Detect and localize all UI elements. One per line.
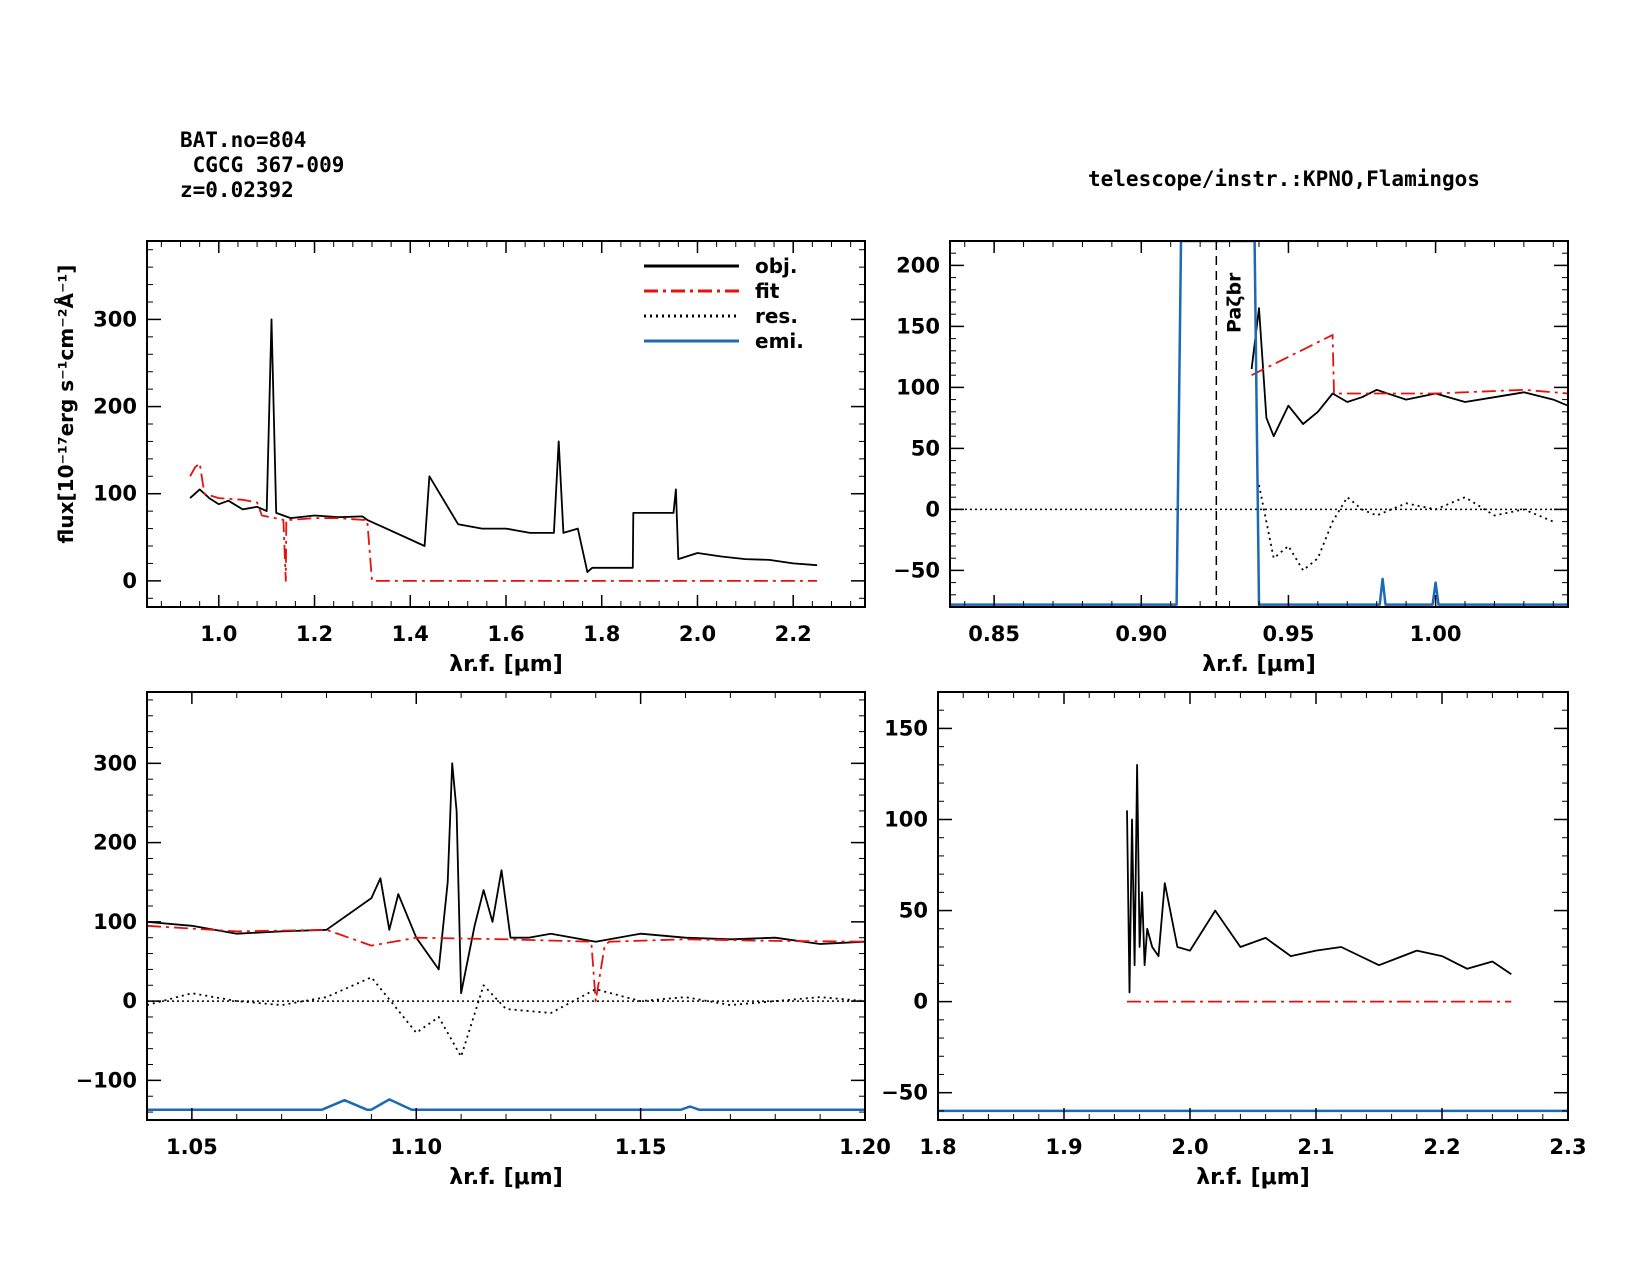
legend-label-emi: emi.: [755, 329, 804, 353]
x-axis-label: λr.f. [μm]: [1202, 652, 1316, 677]
x-tick-label: 1.8: [583, 622, 620, 646]
series-emi-line: [147, 1098, 865, 1111]
x-tick-label: 2.0: [1171, 1135, 1208, 1159]
x-axis-label: λr.f. [μm]: [449, 652, 563, 677]
x-tick-label: 2.2: [1423, 1135, 1460, 1159]
panel-full: 1.0 1.2 1.4 1.6 1.8 2.0 2.2 0 100 200 300 λr.f. [μm…: [54, 240, 866, 677]
y-tick-label: 50: [899, 899, 928, 923]
x-tick-label: 0.90: [1115, 622, 1167, 646]
x-tick-label: 1.9: [1045, 1135, 1082, 1159]
y-tick-label: 300: [93, 307, 137, 331]
y-tick-label: 0: [913, 990, 928, 1014]
y-tick-label: 100: [93, 482, 137, 506]
x-axis-label: λr.f. [μm]: [449, 1165, 563, 1190]
series-obj-line: [1126, 764, 1512, 994]
legend-label-fit: fit: [755, 279, 780, 303]
panel-pa-zeta: Paζbr 0.85 0.90 0.95 1.00 −50 0 50 100 150 200 λr.f…: [893, 240, 1569, 677]
y-tick-label: 100: [884, 807, 928, 831]
x-tick-label: 1.10: [390, 1135, 442, 1159]
y-tick-label: −50: [893, 558, 940, 582]
legend-label-obj: obj.: [755, 254, 798, 278]
x-tick-label: 1.8: [919, 1135, 956, 1159]
series-obj-line: [189, 318, 818, 573]
series-res-line: [1258, 484, 1554, 572]
x-tick-label: 2.3: [1549, 1135, 1586, 1159]
y-tick-label: 200: [896, 253, 940, 277]
y-tick-label: 200: [93, 395, 137, 419]
panel-zoom-1.1: 1.05 1.10 1.15 1.20 −100 0 100 200 300 λr.f. [μm]: [76, 691, 891, 1190]
series-fit-line: [1251, 333, 1568, 395]
bat-number: BAT.no=804: [180, 128, 307, 152]
x-tick-label: 1.00: [1410, 622, 1462, 646]
galaxy-name: CGCG 367-009: [180, 153, 345, 177]
series-emi-line: [950, 241, 1568, 606]
line-marker-label: Paζbr: [1223, 272, 1245, 333]
series-fit-line: [189, 462, 818, 582]
x-tick-label: 1.20: [839, 1135, 891, 1159]
panel-k-band: 1.8 1.9 2.0 2.1 2.2 2.3 −50 0 50 100 150 λr.f. [μm]: [881, 691, 1587, 1190]
y-tick-label: 200: [93, 831, 137, 855]
y-tick-label: 150: [884, 716, 928, 740]
series-obj-line: [147, 762, 865, 995]
x-tick-label: 1.2: [296, 622, 333, 646]
x-tick-label: 2.0: [679, 622, 716, 646]
x-tick-label: 1.4: [392, 622, 429, 646]
x-tick-label: 2.2: [775, 622, 812, 646]
y-tick-label: 0: [925, 497, 940, 521]
series-res-line: [147, 976, 865, 1058]
series-fit-line: [147, 924, 865, 1002]
y-tick-label: 100: [896, 375, 940, 399]
y-tick-label: 0: [122, 989, 137, 1013]
legend-label-res: res.: [755, 304, 798, 328]
redshift: z=0.02392: [180, 178, 294, 202]
x-tick-label: 1.0: [200, 622, 237, 646]
y-tick-label: −50: [881, 1081, 928, 1105]
series-obj-line: [1250, 307, 1568, 438]
y-tick-label: 100: [93, 910, 137, 934]
y-tick-label: 0: [122, 569, 137, 593]
x-tick-label: 1.15: [615, 1135, 667, 1159]
y-tick-label: 150: [896, 314, 940, 338]
y-axis-label: flux[10⁻¹⁷erg s⁻¹cm⁻²Å⁻¹]: [54, 265, 78, 544]
plot-frame: [937, 691, 1569, 1121]
y-tick-label: 50: [911, 436, 940, 460]
telescope-instrument: telescope/instr.:KPNO,Flamingos: [1088, 167, 1480, 191]
x-tick-label: 1.6: [487, 622, 524, 646]
x-axis-label: λr.f. [μm]: [1196, 1165, 1310, 1190]
x-tick-label: 0.95: [1263, 622, 1315, 646]
x-tick-label: 0.85: [968, 622, 1020, 646]
y-tick-label: 300: [93, 751, 137, 775]
y-tick-label: −100: [76, 1068, 137, 1092]
x-tick-label: 1.05: [166, 1135, 218, 1159]
x-tick-label: 2.1: [1297, 1135, 1334, 1159]
